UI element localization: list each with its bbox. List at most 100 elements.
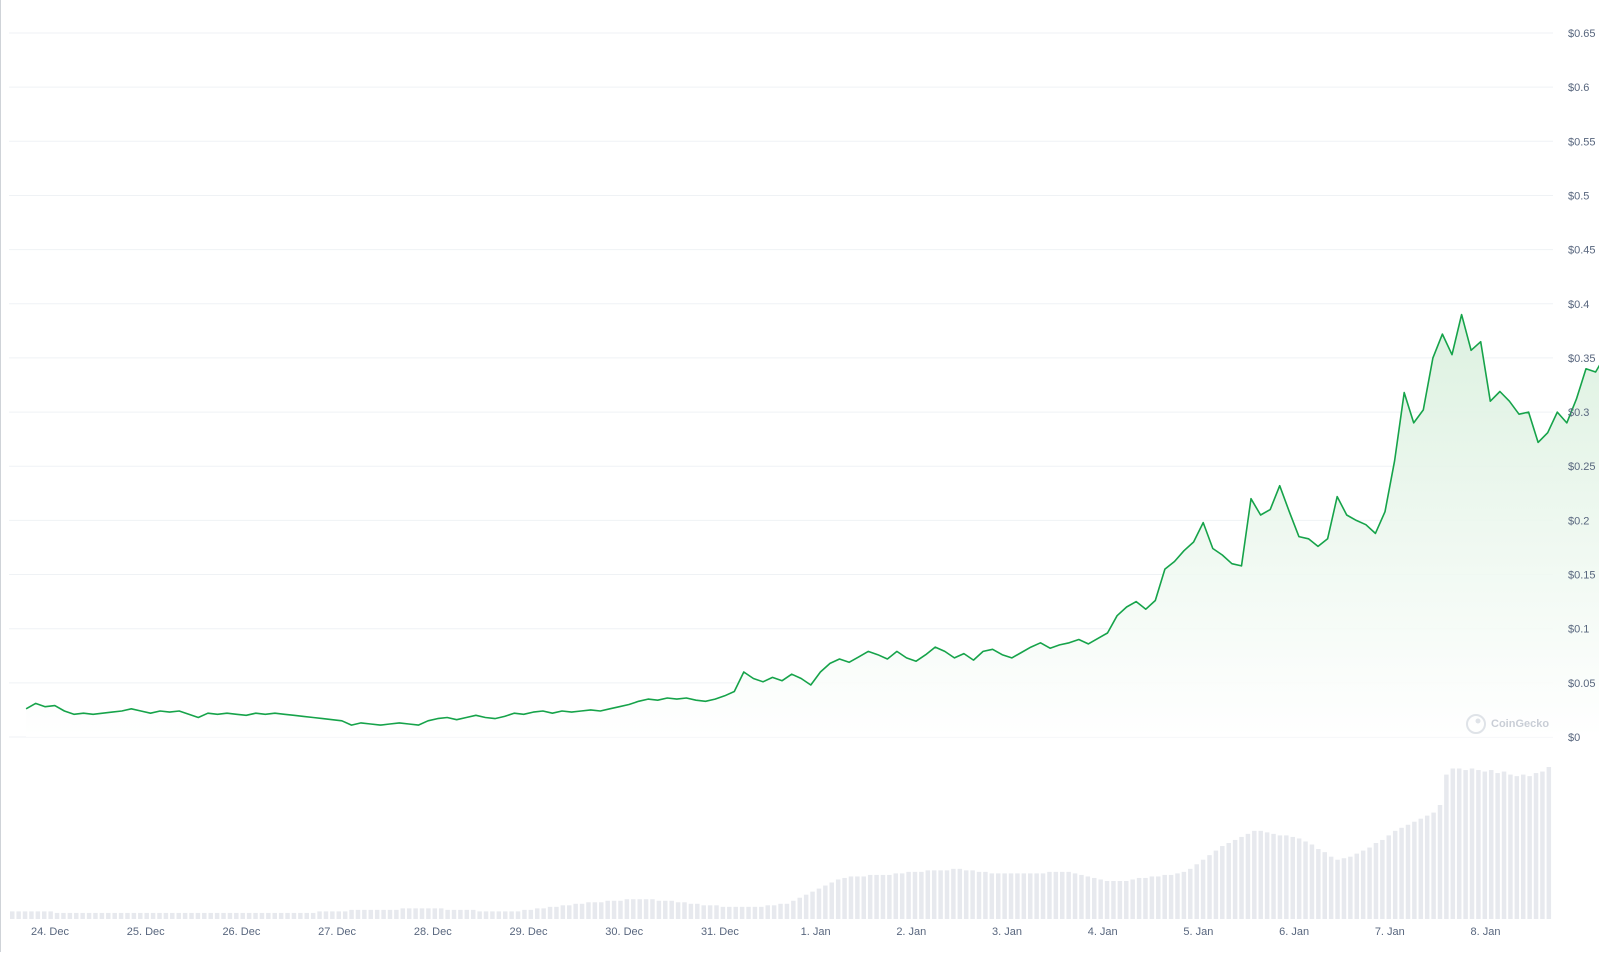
volume-bar	[797, 897, 802, 919]
volume-bar	[1098, 879, 1103, 919]
volume-bar	[451, 909, 457, 919]
volume-bar	[707, 905, 713, 919]
y-tick-label: $0.2	[1568, 515, 1589, 527]
volume-bar	[240, 912, 245, 919]
volume-bar	[1412, 821, 1417, 919]
volume-bar	[419, 908, 425, 919]
volume-bar	[1520, 774, 1526, 919]
volume-bar	[29, 911, 34, 919]
volume-bar	[445, 909, 450, 919]
volume-bar	[1200, 859, 1206, 919]
volume-bar	[515, 911, 521, 919]
x-tick-label: 5. Jan	[1183, 926, 1213, 938]
volume-bar	[163, 912, 169, 919]
volume-bar	[835, 879, 841, 919]
x-tick-label: 30. Dec	[605, 926, 643, 938]
volume-bar	[791, 900, 796, 919]
volume-bar	[829, 882, 835, 919]
volume-bar	[496, 911, 502, 919]
volume-bar	[208, 912, 213, 919]
volume-bar	[688, 903, 694, 919]
volume-bar	[1220, 846, 1225, 919]
volume-bar	[880, 874, 886, 919]
volume-bar	[272, 912, 277, 919]
volume-bar	[317, 911, 322, 919]
volume-bar	[221, 912, 226, 919]
volume-bar	[567, 905, 572, 919]
volume-bar	[234, 912, 239, 919]
volume-bar	[1015, 873, 1020, 919]
y-tick-label: $0.45	[1568, 245, 1596, 257]
volume-bar	[1392, 830, 1398, 919]
volume-bar	[202, 912, 207, 919]
volume-bar	[214, 912, 220, 919]
volume-bar	[1284, 835, 1289, 919]
volume-bar	[182, 912, 188, 919]
volume-bar	[266, 912, 271, 919]
volume-bar	[285, 912, 290, 919]
volume-bar	[1405, 824, 1411, 919]
volume-bar	[1463, 770, 1468, 919]
volume-bar	[586, 902, 591, 919]
volume-bar	[1188, 868, 1193, 919]
volume-bar	[278, 912, 284, 919]
volume-bar	[368, 909, 374, 919]
volume-bar	[157, 912, 162, 919]
x-tick-label: 1. Jan	[801, 926, 831, 938]
volume-bar	[957, 868, 963, 919]
volume-bar	[1002, 873, 1007, 919]
volume-bar	[733, 906, 738, 919]
volume-bar	[10, 911, 15, 919]
volume-bar	[1149, 876, 1155, 919]
volume-bar	[48, 911, 53, 919]
volume-bar	[176, 912, 181, 919]
volume-bar	[778, 903, 783, 919]
watermark-text: CoinGecko	[1491, 718, 1549, 730]
volume-bar	[42, 911, 47, 919]
x-tick-label: 26. Dec	[222, 926, 260, 938]
volume-bar	[1399, 827, 1404, 919]
volume-bar	[1476, 770, 1481, 919]
y-tick-label: $0	[1568, 732, 1580, 744]
volume-bar	[246, 912, 252, 919]
y-tick-label: $0.4	[1568, 299, 1589, 311]
volume-bar	[938, 870, 943, 919]
volume-bar	[995, 873, 1001, 919]
volume-bar	[1124, 881, 1129, 919]
coingecko-logo-eye	[1475, 718, 1481, 724]
volume-bar	[1322, 852, 1327, 919]
volume-bar	[106, 912, 111, 919]
volume-bar	[1540, 771, 1545, 919]
volume-bar	[989, 873, 995, 919]
volume-bar	[554, 906, 559, 919]
volume-bar	[605, 900, 610, 919]
y-axis-ticks: $0 $0.05 $0.1 $0.15 $0.2 $0.25 $0.3 $0.35 $0.4 $0…	[1568, 28, 1596, 744]
volume-bar	[470, 909, 476, 919]
volume-bar	[490, 911, 495, 919]
volume-bar	[1354, 853, 1360, 919]
volume-bar	[477, 911, 482, 919]
volume-bar	[637, 899, 642, 919]
volume-bar	[1053, 871, 1059, 919]
volume-bar	[1380, 839, 1385, 919]
volume-bar	[906, 871, 911, 919]
volume-bar	[1418, 818, 1424, 919]
price-line[interactable]	[25, 109, 1600, 726]
volume-bar	[509, 911, 514, 919]
volume-bar	[67, 912, 73, 919]
x-tick-label: 29. Dec	[510, 926, 548, 938]
volume-bar	[1482, 771, 1488, 919]
volume-bar	[304, 912, 309, 919]
x-tick-label: 25. Dec	[127, 926, 165, 938]
volume-bar	[1533, 773, 1539, 919]
volume-bar	[16, 911, 21, 919]
volume-bar	[291, 912, 297, 919]
volume-bar	[35, 911, 41, 919]
volume-bar	[1456, 768, 1462, 919]
volume-bar	[592, 902, 598, 919]
x-tick-label: 3. Jan	[992, 926, 1022, 938]
volume-bar	[1527, 776, 1532, 919]
volume-bar	[1469, 768, 1475, 919]
volume-bar	[1066, 871, 1071, 919]
